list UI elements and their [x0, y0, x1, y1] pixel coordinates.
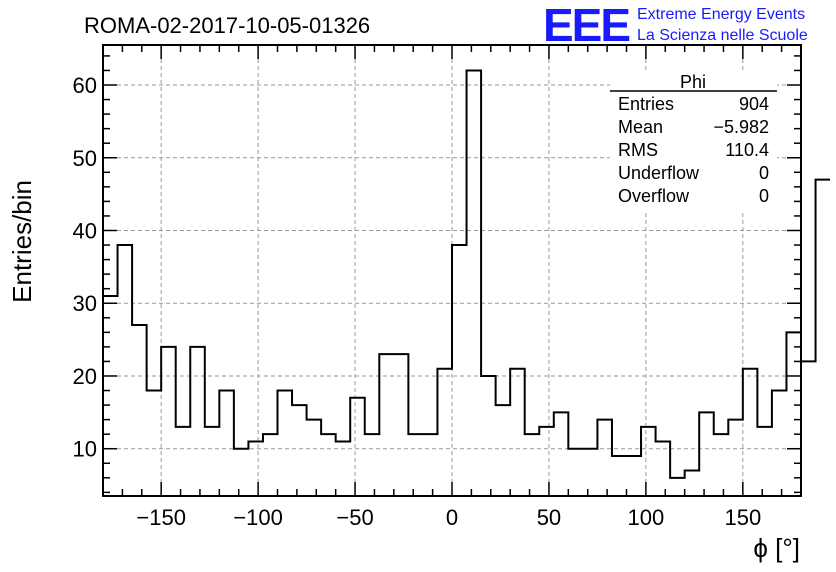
histogram-bin-4 [161, 347, 176, 496]
histogram-bin-2 [132, 325, 147, 496]
histogram-bin-11 [263, 434, 278, 496]
histogram-bin-0 [103, 296, 118, 496]
histogram-bin-43 [728, 420, 743, 496]
stats-value-overflow: 0 [759, 186, 769, 206]
histogram-bin-39 [670, 478, 685, 496]
histogram-bin-13 [292, 405, 307, 496]
histogram-bin-7 [205, 427, 220, 496]
tick-labels: −150 −100 −50 0 50 100 150 10 20 30 40 50 60 [73, 73, 762, 530]
logo-line-2: La Scienza nelle Scuole [637, 27, 808, 44]
histogram-bin-1 [118, 245, 133, 496]
stats-value-entries: 904 [739, 94, 769, 114]
histogram-bin-8 [219, 391, 234, 496]
histogram-bin-9 [234, 449, 249, 496]
histogram-bin-42 [714, 434, 729, 496]
histogram-bin-17 [350, 398, 365, 496]
histogram-bin-30 [539, 427, 554, 496]
x-axis-title: ϕ [°] [753, 533, 800, 563]
stats-label-overflow: Overflow [618, 186, 690, 206]
x-tick-label: 150 [724, 505, 761, 530]
stats-label-underflow: Underflow [618, 163, 700, 183]
histogram-bars [103, 69, 831, 496]
histogram-outline [103, 69, 831, 479]
x-tick-label: −150 [136, 505, 186, 530]
x-tick-label: −100 [233, 505, 283, 530]
histogram-bin-25 [467, 70, 482, 496]
histogram-bin-10 [248, 441, 263, 496]
y-tick-label: 60 [73, 73, 97, 98]
histogram-bin-12 [278, 391, 293, 496]
eee-logo: EEE Extreme Energy Events La Scienza nel… [543, 0, 808, 51]
axis-ticks [102, 45, 802, 496]
y-tick-label: 50 [73, 146, 97, 171]
histogram-bin-45 [757, 427, 772, 496]
histogram-bin-14 [307, 420, 322, 496]
histogram-bin-27 [496, 405, 511, 496]
y-axis-title: Entries/bin [7, 180, 37, 303]
histogram-bin-23 [437, 369, 452, 496]
histogram-bin-44 [743, 369, 758, 496]
histogram-bin-47 [786, 332, 801, 496]
histogram-bin-49 [816, 180, 831, 496]
histogram-bin-46 [772, 391, 787, 496]
histogram-bin-6 [190, 347, 205, 496]
stats-value-underflow: 0 [759, 163, 769, 183]
histogram-bin-18 [365, 434, 380, 496]
histogram-bin-48 [801, 361, 816, 496]
chart-title: ROMA-02-2017-10-05-01326 [84, 13, 370, 38]
histogram-bin-29 [525, 434, 540, 496]
stats-value-rms: 110.4 [725, 140, 769, 160]
y-tick-label: 30 [73, 291, 97, 316]
y-tick-label: 20 [73, 364, 97, 389]
histogram-bin-24 [452, 245, 467, 496]
histogram-bin-35 [612, 456, 627, 496]
histogram-bin-41 [699, 412, 714, 496]
histogram-bin-28 [510, 369, 525, 496]
x-tick-label: 50 [537, 505, 561, 530]
histogram-bin-26 [481, 376, 496, 496]
histogram-bin-36 [627, 456, 642, 496]
histogram-bin-33 [583, 449, 598, 496]
histogram-bin-5 [176, 427, 191, 496]
x-tick-label: 0 [446, 505, 458, 530]
histogram-bin-22 [423, 434, 438, 496]
histogram-bin-20 [394, 354, 409, 496]
stats-box: Phi Entries 904 Mean −5.982 RMS 110.4 Underflo… [610, 72, 777, 212]
x-tick-label: 100 [628, 505, 665, 530]
histogram-bin-31 [554, 412, 569, 496]
stats-label-entries: Entries [618, 94, 674, 114]
histogram-bin-38 [656, 441, 671, 496]
logo-mark: EEE [543, 0, 629, 51]
stats-title: Phi [680, 72, 706, 92]
histogram-bin-40 [685, 471, 700, 496]
stats-label-rms: RMS [618, 140, 658, 160]
histogram-bin-16 [336, 441, 351, 496]
histogram-bin-34 [597, 420, 612, 496]
histogram-bin-32 [568, 449, 583, 496]
histogram-bin-19 [379, 354, 394, 496]
histogram-bin-37 [641, 427, 656, 496]
histogram-bin-21 [408, 434, 423, 496]
histogram-bin-3 [147, 391, 162, 496]
stats-value-mean: −5.982 [713, 117, 769, 137]
x-tick-label: −50 [336, 505, 373, 530]
y-tick-label: 10 [73, 437, 97, 462]
logo-line-1: Extreme Energy Events [637, 6, 805, 23]
y-tick-label: 40 [73, 218, 97, 243]
stats-label-mean: Mean [618, 117, 663, 137]
histogram-bin-15 [321, 434, 336, 496]
